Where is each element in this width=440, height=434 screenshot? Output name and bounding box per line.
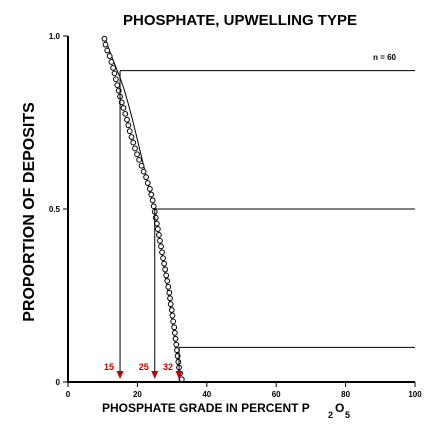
percentile-arrows: 15 25 32 xyxy=(104,70,183,379)
y-tick-label: 0.5 xyxy=(49,205,61,214)
data-point xyxy=(170,318,177,325)
data-point xyxy=(130,139,137,146)
data-point xyxy=(149,197,156,204)
data-point xyxy=(178,376,185,383)
x-tick-label: 40 xyxy=(202,390,211,399)
percentile-label: 32 xyxy=(163,362,173,372)
data-point xyxy=(162,266,169,273)
data-point xyxy=(134,151,140,158)
x-tick-label: 60 xyxy=(272,390,281,399)
data-point xyxy=(138,162,145,169)
data-point xyxy=(165,283,172,290)
x-axis-label-sub-5: 5 xyxy=(345,410,350,420)
data-point xyxy=(106,53,113,59)
data-point xyxy=(118,99,125,106)
arrow-head xyxy=(116,371,124,379)
data-point xyxy=(126,128,133,135)
data-point xyxy=(158,243,164,250)
data-point xyxy=(125,122,132,129)
data-point xyxy=(172,335,179,342)
data-point xyxy=(169,312,176,319)
data-point xyxy=(159,249,165,256)
sample-size-annotation: n = 60 xyxy=(373,53,396,62)
data-point xyxy=(164,278,171,284)
data-point xyxy=(143,174,149,181)
data-point xyxy=(120,105,127,111)
percentile-lines xyxy=(120,70,415,348)
y-tick-label: 1.0 xyxy=(49,32,61,41)
x-tick-label: 100 xyxy=(408,390,422,399)
data-point xyxy=(167,295,173,302)
data-point xyxy=(148,191,155,198)
y-tick-label: 0 xyxy=(56,378,61,387)
x-tick-label: 0 xyxy=(66,390,71,399)
x-tick-label: 80 xyxy=(341,390,350,399)
x-axis-label: PHOSPHATE GRADE IN PERCENT P 2 O 5 xyxy=(102,401,350,420)
y-axis-label: PROPORTION OF DEPOSITS xyxy=(21,102,38,322)
data-point xyxy=(161,260,168,267)
data-point xyxy=(132,145,138,152)
data-point xyxy=(104,47,111,54)
x-axis-label-sub-2: 2 xyxy=(328,410,333,420)
chart-title: PHOSPHATE, UPWELLING TYPE xyxy=(123,12,357,29)
data-point xyxy=(150,203,157,210)
data-point xyxy=(111,70,118,77)
data-point xyxy=(114,82,121,89)
data-point xyxy=(140,168,147,175)
data-point xyxy=(168,307,175,313)
data-point xyxy=(157,237,163,244)
data-point xyxy=(171,329,178,336)
percentile-label: 25 xyxy=(139,362,149,372)
data-point xyxy=(154,226,161,232)
data-point xyxy=(122,110,129,117)
axes: 0 20 40 60 80 100 0 0.5 1.0 xyxy=(49,32,422,399)
data-point xyxy=(146,186,153,192)
data-point xyxy=(171,324,178,331)
data-point xyxy=(152,214,159,221)
data-point xyxy=(128,134,135,140)
arrow-head xyxy=(151,371,159,379)
data-point xyxy=(163,272,170,279)
data-point xyxy=(124,116,130,123)
data-point xyxy=(110,64,117,71)
arrow-head xyxy=(175,371,183,379)
data-point xyxy=(175,359,182,365)
data-point xyxy=(166,289,173,296)
x-axis-label-o: O xyxy=(335,401,344,415)
data-point xyxy=(167,301,174,308)
x-tick-label: 20 xyxy=(133,390,142,399)
data-point xyxy=(136,156,143,163)
data-point xyxy=(144,180,151,186)
data-point xyxy=(160,255,166,262)
data-point xyxy=(108,59,115,65)
data-points xyxy=(101,35,185,383)
data-point xyxy=(156,232,162,238)
data-point xyxy=(102,41,109,48)
data-point xyxy=(101,35,108,42)
data-point xyxy=(112,76,119,83)
percentile-label: 15 xyxy=(104,362,114,372)
x-axis-label-main: PHOSPHATE GRADE IN PERCENT P xyxy=(102,401,310,415)
data-point xyxy=(173,341,180,348)
